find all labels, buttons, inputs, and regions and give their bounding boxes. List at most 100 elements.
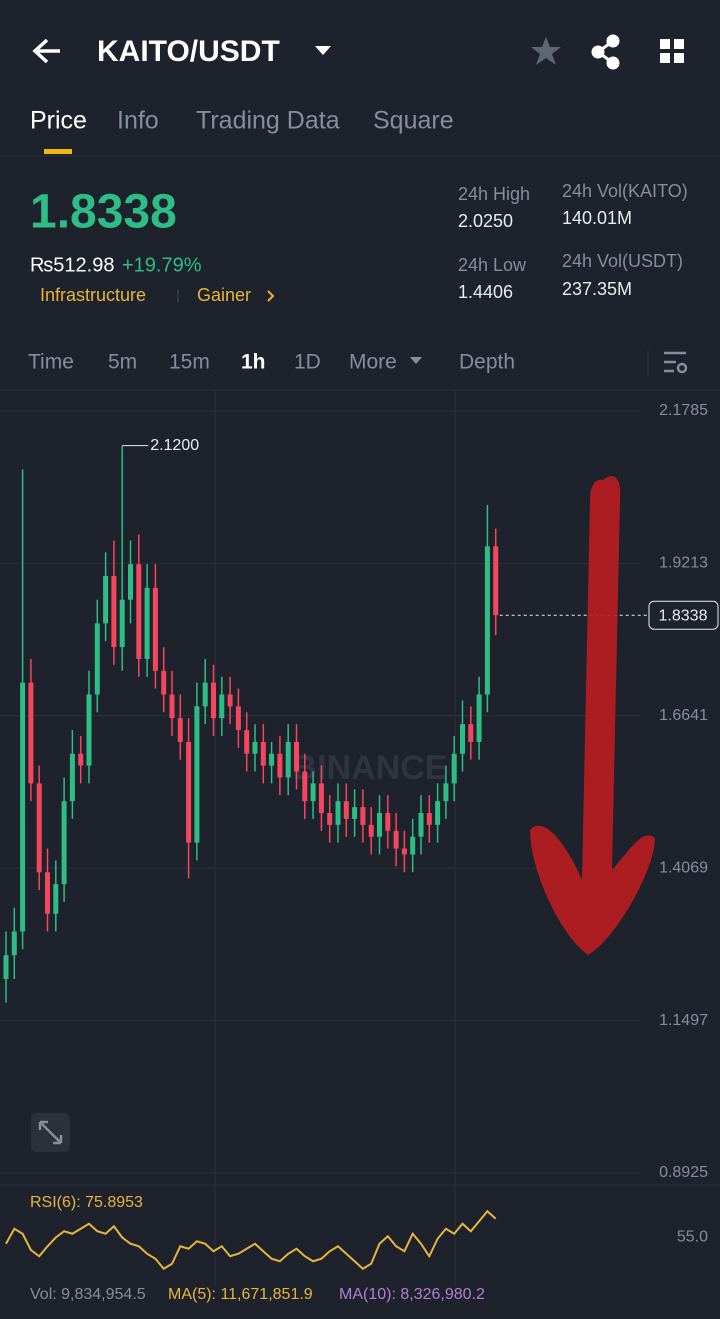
stat-value: 237.35M — [562, 279, 632, 299]
layout-icon[interactable] — [660, 39, 684, 63]
interval[interactable]: 5m — [108, 351, 137, 374]
candle-body — [103, 575, 109, 624]
candle-body — [177, 718, 183, 742]
interval[interactable]: More — [349, 351, 397, 374]
plot: 2.1785 1.9213 1.6641 1.4069 1.1497 0.8925 2.12… — [0, 402, 719, 1271]
candle-body — [136, 564, 142, 659]
fiat-price: ₨512.98 — [30, 254, 114, 276]
tag-chevron — [267, 290, 275, 302]
candle-body — [119, 599, 125, 648]
y-tick-label: 1.6641 — [659, 707, 708, 724]
stat-value: 2.0250 — [458, 211, 513, 231]
rsi-tick-label: 55.0 — [677, 1229, 708, 1246]
candle-body — [45, 872, 50, 914]
stat-label: 24h Vol(USDT) — [562, 251, 683, 271]
last-price: 1.8338 — [30, 186, 177, 239]
rsi-label: RSI(6): 75.8953 — [30, 1194, 143, 1211]
watermark: BINANCE — [293, 749, 448, 787]
candle-body — [377, 813, 382, 837]
candle-body — [493, 546, 499, 616]
stat-label: 24h Low — [458, 255, 527, 275]
interval[interactable]: 1h — [241, 351, 266, 374]
candle-body — [285, 741, 291, 778]
candle-body — [269, 753, 275, 766]
candle-body — [128, 564, 133, 600]
stat-label: 24h High — [458, 184, 530, 204]
volume-label: Vol: 9,834,954.5 — [30, 1286, 146, 1303]
candle-body — [227, 694, 233, 707]
candle-body — [460, 724, 465, 754]
candle-body — [385, 813, 391, 831]
candle-body — [410, 836, 416, 855]
candle-body — [211, 682, 216, 719]
candle-body — [294, 741, 299, 772]
candle-body — [161, 670, 167, 695]
candle-body — [20, 682, 26, 932]
ma5-label: MA(5): 11,671,851.9 — [168, 1286, 313, 1303]
candle-body — [252, 741, 258, 754]
candle-body — [484, 546, 490, 695]
candle-body — [186, 741, 192, 843]
candle-body — [451, 753, 457, 784]
tag[interactable]: Infrastructure — [40, 285, 146, 305]
y-tick-label: 2.1785 — [659, 402, 708, 419]
candle-body — [11, 931, 17, 956]
candle-body — [78, 753, 84, 766]
share-icon[interactable] — [591, 34, 620, 70]
candle-body — [61, 801, 67, 885]
candle-body — [476, 694, 482, 742]
candle-body — [169, 694, 175, 719]
candle-body — [244, 730, 250, 754]
tab[interactable]: Price — [30, 107, 87, 135]
tab[interactable]: Square — [373, 107, 454, 135]
tab-indicator — [44, 149, 72, 154]
last-price-label: 1.8338 — [659, 607, 708, 624]
interval[interactable]: 15m — [169, 351, 210, 374]
y-tick-label: 0.8925 — [659, 1164, 708, 1181]
candle-body — [393, 830, 399, 849]
pair-dropdown[interactable] — [315, 46, 331, 55]
y-tick-label: 1.4069 — [659, 859, 708, 876]
chart-settings-icon[interactable] — [664, 351, 688, 374]
expand-icon[interactable] — [31, 1113, 70, 1152]
candle-body — [202, 682, 208, 707]
candle-body — [36, 783, 42, 873]
favorite-icon[interactable] — [531, 37, 561, 65]
candle-body — [426, 813, 432, 825]
max-marker-label: 2.1200 — [150, 437, 199, 454]
last-price-tag — [648, 600, 719, 630]
tab[interactable]: Info — [117, 107, 159, 135]
back-button[interactable] — [32, 38, 60, 64]
candle-body — [468, 724, 474, 742]
candle-body — [69, 753, 75, 802]
candle-body — [28, 682, 34, 784]
tag[interactable]: Gainer — [197, 285, 251, 305]
interval[interactable]: Time — [28, 351, 74, 374]
candle-body — [401, 848, 407, 855]
more-dropdown[interactable] — [410, 357, 422, 364]
stat-label: 24h Vol(KAITO) — [562, 181, 688, 201]
candle-body — [235, 706, 241, 731]
pair-title[interactable]: KAITO/USDT — [97, 35, 280, 68]
stat-value: 140.01M — [562, 208, 632, 228]
stat-value: 1.4406 — [458, 282, 513, 302]
rsi-line — [5, 1209, 497, 1271]
candle-body — [335, 801, 341, 825]
candle-body — [152, 587, 158, 671]
interval[interactable]: 1D — [294, 351, 321, 374]
candle-body — [94, 623, 100, 695]
candle-body — [327, 813, 333, 825]
candle-body — [302, 771, 308, 802]
interval[interactable]: Depth — [459, 351, 515, 374]
candle-body — [310, 783, 316, 802]
candle-body — [443, 783, 449, 802]
candle-body — [318, 783, 324, 814]
candle-body — [368, 824, 374, 837]
candle-body — [194, 706, 200, 843]
candle-body — [418, 813, 424, 837]
candle-body — [343, 801, 349, 819]
tab[interactable]: Trading Data — [196, 107, 340, 135]
ma10-label: MA(10): 8,326,980.2 — [339, 1286, 485, 1303]
